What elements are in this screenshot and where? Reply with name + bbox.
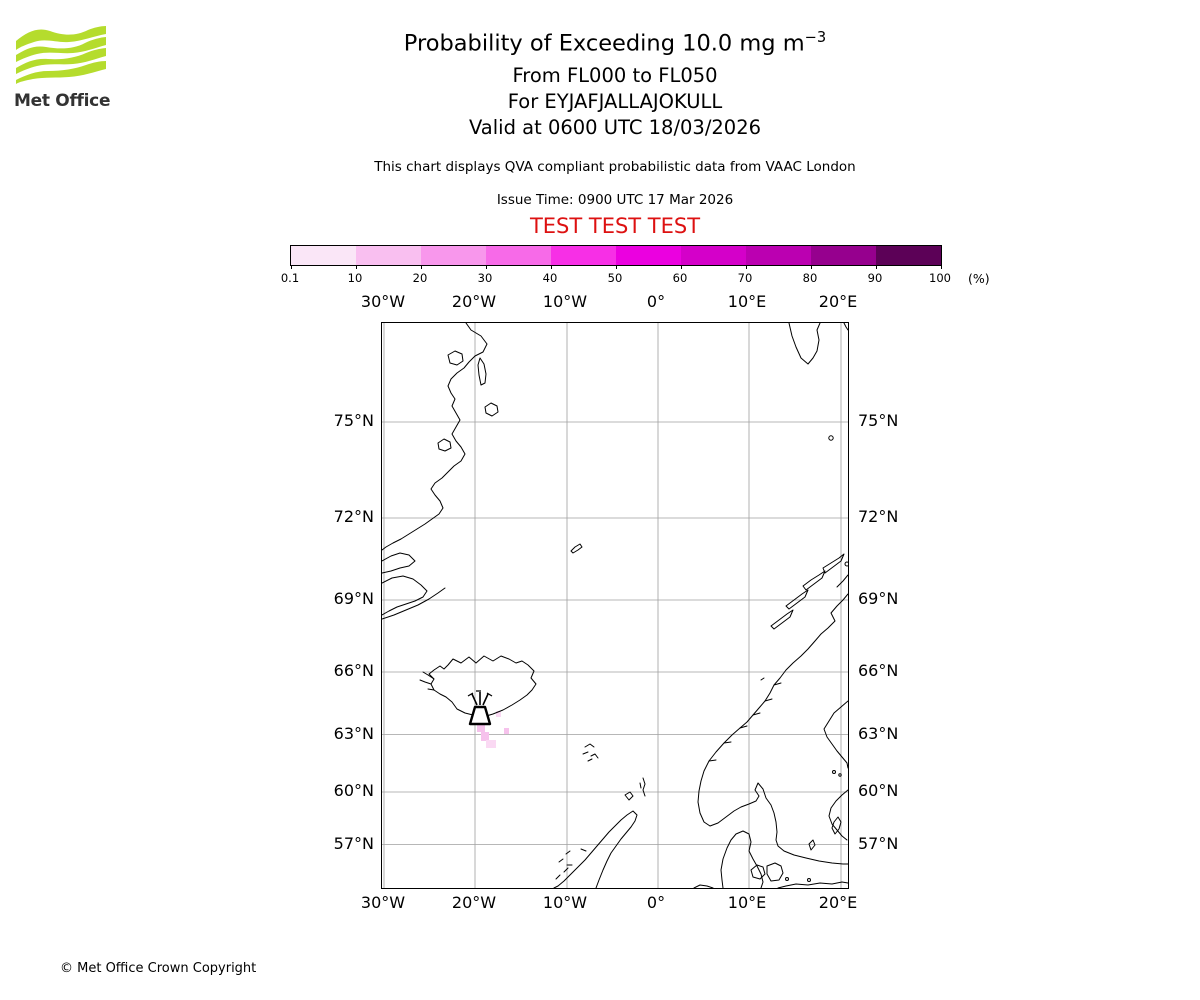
lat-tick-label-left: 75°N xyxy=(333,411,374,430)
colorbar-tick-label: 80 xyxy=(802,271,818,285)
lon-tick-label-top: 10°W xyxy=(542,292,588,311)
lat-tick-label-left: 57°N xyxy=(333,833,374,853)
colorbar-segment xyxy=(486,246,551,265)
lon-tick-label-bottom: 20°W xyxy=(451,893,497,912)
plume-probability-patch xyxy=(486,740,496,748)
colorbar-tick xyxy=(745,265,747,269)
colorbar-segment xyxy=(356,246,421,265)
denmark-coast xyxy=(720,830,764,888)
lon-tick-label-top: 30°W xyxy=(360,292,406,311)
met-office-waves-icon xyxy=(16,26,106,84)
colorbar-tick-label: 50 xyxy=(607,271,623,285)
lon-tick-label-bottom: 10°W xyxy=(542,893,588,912)
lat-tick-label-left: 69°N xyxy=(333,589,374,608)
bear-island xyxy=(828,435,834,441)
page-title: Probability of Exceeding 10.0 mg m−3 xyxy=(30,29,1200,57)
lat-tick-label-right: 69°N xyxy=(858,589,899,608)
plume-probability-patch xyxy=(481,732,489,741)
lat-tick-label-left: 63°N xyxy=(333,723,374,743)
colorbar-tick-label: 0.1 xyxy=(280,271,300,285)
map-frame xyxy=(381,322,849,889)
colorbar-segment xyxy=(681,246,746,265)
colorbar-tick-label: 20 xyxy=(412,271,428,285)
colorbar-segment xyxy=(616,246,681,265)
plume-probability-patch xyxy=(477,723,485,732)
colorbar-segment xyxy=(551,246,616,265)
colorbar-tick-label: 70 xyxy=(737,271,753,285)
colorbar-tick xyxy=(615,265,617,269)
colorbar-tick xyxy=(485,265,487,269)
lat-tick-label-left: 60°N xyxy=(333,781,374,800)
lat-tick-label-right: 72°N xyxy=(858,507,899,526)
colorbar-tick xyxy=(875,265,877,269)
lat-tick-label-right: 60°N xyxy=(858,781,899,800)
scotland-coast xyxy=(553,810,638,888)
lon-tick-label-bottom: 20°E xyxy=(818,893,858,912)
lat-tick-label-right: 66°N xyxy=(858,661,899,680)
greenland-coast xyxy=(382,323,488,551)
lat-tick-label-left: 72°N xyxy=(333,507,374,526)
lon-tick-label-bottom: 30°W xyxy=(360,893,406,912)
flight-levels-subtitle: From FL000 to FL050 xyxy=(512,64,718,87)
test-banner: TEST TEST TEST xyxy=(529,214,701,238)
probability-colorbar: (%) 0.1 10 20 30 40 50 60 70 80 90 100 xyxy=(281,245,1000,290)
colorbar-tick xyxy=(810,265,812,269)
colorbar-tick xyxy=(420,265,422,269)
colorbar-unit-label: (%) xyxy=(968,271,990,286)
plume-probability-patch xyxy=(504,728,509,734)
colorbar-segment xyxy=(811,246,876,265)
volcano-subtitle: For EYJAFJALLAJOKULL xyxy=(507,90,723,113)
lon-tick-label-top: 20°W xyxy=(451,292,497,311)
volcano-marker-icon xyxy=(467,690,493,726)
colorbar-tick xyxy=(680,265,682,269)
coastlines xyxy=(382,323,848,888)
lat-lon-gridlines xyxy=(382,323,848,888)
norway-coast xyxy=(697,593,848,865)
lat-tick-label-right: 57°N xyxy=(858,833,899,853)
iceland-coast xyxy=(428,655,537,718)
colorbar-tick-label: 10 xyxy=(347,271,363,285)
met-office-logo-text: Met Office xyxy=(14,91,111,111)
svalbard-coast xyxy=(788,323,821,365)
colorbar-segment xyxy=(876,246,941,265)
colorbar-tick xyxy=(940,265,942,269)
title-text: Probability of Exceeding 10.0 mg m xyxy=(403,30,805,57)
qva-description: This chart displays QVA compliant probab… xyxy=(374,159,856,175)
colorbar-gradient xyxy=(290,245,942,266)
plume-probability-patch xyxy=(496,711,501,717)
colorbar-tick-label: 60 xyxy=(672,271,688,285)
met-office-logo: Met Office xyxy=(14,26,124,111)
colorbar-segment xyxy=(746,246,811,265)
issue-time: Issue Time: 0900 UTC 17 Mar 2026 xyxy=(496,192,734,208)
lon-tick-label-top: 20°E xyxy=(818,292,858,311)
copyright-notice: © Met Office Crown Copyright xyxy=(60,961,257,976)
lon-tick-label-top: 0° xyxy=(646,292,666,311)
valid-time-subtitle: Valid at 0600 UTC 18/03/2026 xyxy=(468,116,762,139)
colorbar-tick xyxy=(355,265,357,269)
lat-tick-label-right: 75°N xyxy=(858,411,899,430)
colorbar-segment xyxy=(421,246,486,265)
faroe-islands xyxy=(582,743,599,762)
colorbar-tick-label: 90 xyxy=(867,271,883,285)
colorbar-tick xyxy=(550,265,552,269)
sweden-baltic-coast xyxy=(823,700,848,769)
lon-tick-label-top: 10°E xyxy=(727,292,767,311)
lat-tick-label-right: 63°N xyxy=(858,723,899,743)
lon-tick-label-bottom: 0° xyxy=(646,893,666,912)
colorbar-tick-label: 30 xyxy=(477,271,493,285)
colorbar-segment xyxy=(291,246,356,265)
colorbar-tick xyxy=(290,265,292,269)
colorbar-tick-label: 100 xyxy=(929,271,951,285)
lon-tick-label-bottom: 10°E xyxy=(727,893,767,912)
map-canvas xyxy=(382,323,848,888)
title-superscript: −3 xyxy=(804,29,827,46)
colorbar-tick-label: 40 xyxy=(542,271,558,285)
lat-tick-label-left: 66°N xyxy=(333,661,374,680)
jan-mayen-island xyxy=(570,543,583,554)
